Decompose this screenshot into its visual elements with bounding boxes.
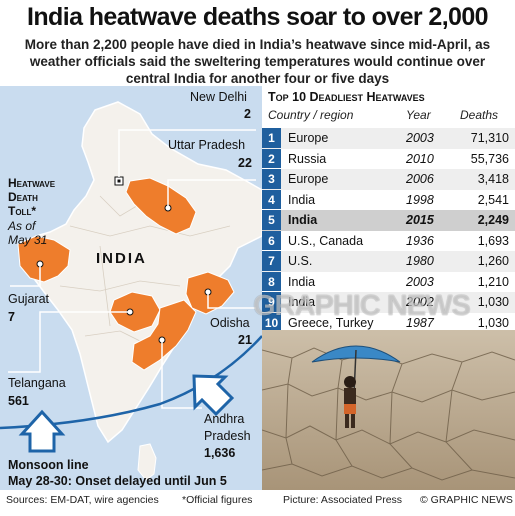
cell-country: India — [288, 213, 318, 227]
rank-badge: 3 — [262, 169, 281, 189]
value-andhra-pradesh: 1,636 — [204, 446, 236, 460]
cell-deaths: 1,030 — [477, 315, 509, 330]
footer-picture: Picture: Associated Press — [283, 494, 403, 506]
monsoon-title: Monsoon line — [8, 458, 89, 472]
as-of-date: As of May 31 — [8, 219, 47, 247]
label-gujarat: Gujarat — [8, 292, 49, 306]
value-new-delhi: 2 — [244, 107, 251, 121]
monsoon-note: May 28-30: Onset delayed until Jun 5 — [8, 474, 227, 488]
table-row: 6 U.S., Canada 1936 1,693 — [262, 230, 515, 251]
cell-country: India — [288, 192, 316, 207]
table-row: 4 India 1998 2,541 — [262, 189, 515, 210]
cell-country: Europe — [288, 131, 329, 145]
col-header-country: Country / region — [268, 108, 354, 122]
table-row: 7 U.S. 1980 1,260 — [262, 251, 515, 272]
cell-deaths: 3,418 — [477, 172, 509, 186]
value-odisha: 21 — [238, 333, 252, 347]
footer-note: *Official figures — [182, 494, 253, 506]
table-row: 5 India 2015 2,249 — [262, 210, 515, 231]
cell-year: 2002 — [406, 295, 434, 309]
rank-badge: 10 — [262, 312, 281, 332]
value-uttar-pradesh: 22 — [238, 156, 252, 170]
cell-year: 2015 — [406, 213, 434, 227]
table-row: 1 Europe 2003 71,310 — [262, 128, 515, 149]
cell-country: U.S., Canada — [288, 233, 364, 248]
page-title: India heatwave deaths soar to over 2,000 — [27, 3, 489, 31]
value-gujarat: 7 — [8, 310, 15, 324]
leader-lines — [8, 129, 256, 409]
table-row: 2 Russia 2010 55,736 — [262, 148, 515, 169]
toll-title-line3: Toll* — [8, 204, 36, 218]
cell-country: U.S. — [288, 254, 313, 268]
rank-badge: 9 — [262, 292, 281, 312]
monsoon-arrow-diagonal-icon — [192, 374, 235, 417]
state-telangana — [109, 291, 161, 333]
footer-credit: © GRAPHIC NEWS — [420, 494, 513, 506]
monsoon-arrow-up-icon — [18, 409, 66, 453]
table-title: Top 10 Deadliest Heatwaves — [268, 90, 425, 104]
country-label: INDIA — [96, 250, 147, 267]
rank-badge: 4 — [262, 189, 281, 209]
cell-deaths: 55,736 — [470, 151, 509, 166]
label-odisha: Odisha — [210, 316, 250, 330]
cell-deaths: 1,260 — [477, 254, 509, 268]
deadliest-heatwaves-table: Top 10 Deadliest Heatwaves Country / reg… — [262, 86, 515, 333]
cell-deaths: 1,030 — [477, 295, 509, 309]
cell-country: Greece, Turkey — [288, 315, 374, 330]
table-row: 9 India 2002 1,030 — [262, 292, 515, 313]
footer-sources: Sources: EM-DAT, wire agencies — [6, 494, 159, 506]
rank-badge: 6 — [262, 230, 281, 250]
cell-year: 2003 — [406, 131, 434, 145]
map-panel: Heatwave Death Toll* As of May 31 INDIA … — [0, 86, 262, 490]
cell-country: India — [288, 295, 316, 309]
cell-deaths: 1,693 — [477, 233, 509, 248]
cell-country: India — [288, 274, 316, 289]
cell-year: 2006 — [406, 172, 434, 186]
subtitle: More than 2,200 people have died in Indi… — [24, 37, 491, 86]
table-row: 3 Europe 2006 3,418 — [262, 169, 515, 190]
sri-lanka — [137, 443, 157, 481]
cell-year: 1980 — [406, 254, 434, 268]
toll-title: Heatwave Death Toll* — [8, 176, 55, 218]
cell-deaths: 2,541 — [477, 192, 509, 207]
state-andhra-pradesh — [131, 299, 197, 371]
cell-year: 2010 — [406, 151, 434, 166]
as-of-line2: May 31 — [8, 233, 48, 247]
state-gujarat — [17, 235, 71, 283]
table-row: 8 India 2003 1,210 — [262, 271, 515, 292]
rank-badge: 2 — [262, 148, 281, 168]
label-new-delhi: New Delhi — [190, 90, 247, 104]
cell-deaths: 71,310 — [470, 131, 509, 145]
rank-badge: 1 — [262, 128, 281, 148]
cell-deaths: 2,249 — [477, 213, 509, 227]
cell-year: 1936 — [406, 233, 434, 248]
label-pradesh: Pradesh — [204, 429, 251, 443]
rank-badge: 5 — [262, 210, 281, 230]
child-figure — [344, 376, 356, 428]
rank-badge: 7 — [262, 251, 281, 271]
state-uttar-pradesh — [125, 177, 197, 235]
india-landmass — [21, 101, 262, 444]
cell-year: 1998 — [406, 192, 434, 207]
toll-title-line1: Heatwave — [8, 176, 56, 190]
table-row: 10 Greece, Turkey 1987 1,030 — [262, 312, 515, 333]
cell-deaths: 1,210 — [477, 274, 509, 289]
photo-child-umbrella — [262, 330, 515, 490]
as-of-line1: As of — [8, 219, 36, 233]
col-header-year: Year — [406, 108, 431, 122]
toll-title-line2: Death — [8, 190, 38, 204]
watermark: GRAPHIC NEWS — [253, 290, 471, 322]
cell-year: 1987 — [406, 315, 434, 330]
col-header-deaths: Deaths — [460, 108, 499, 122]
label-uttar-pradesh: Uttar Pradesh — [168, 138, 246, 152]
rank-badge: 8 — [262, 271, 281, 291]
india-map — [0, 101, 262, 481]
label-andhra: Andhra — [204, 412, 245, 426]
cell-country: Europe — [288, 172, 329, 186]
photo-illustration — [262, 330, 515, 490]
value-telangana: 561 — [8, 394, 29, 408]
cell-year: 2003 — [406, 274, 434, 289]
label-telangana: Telangana — [8, 376, 66, 390]
cell-country: Russia — [288, 151, 327, 166]
